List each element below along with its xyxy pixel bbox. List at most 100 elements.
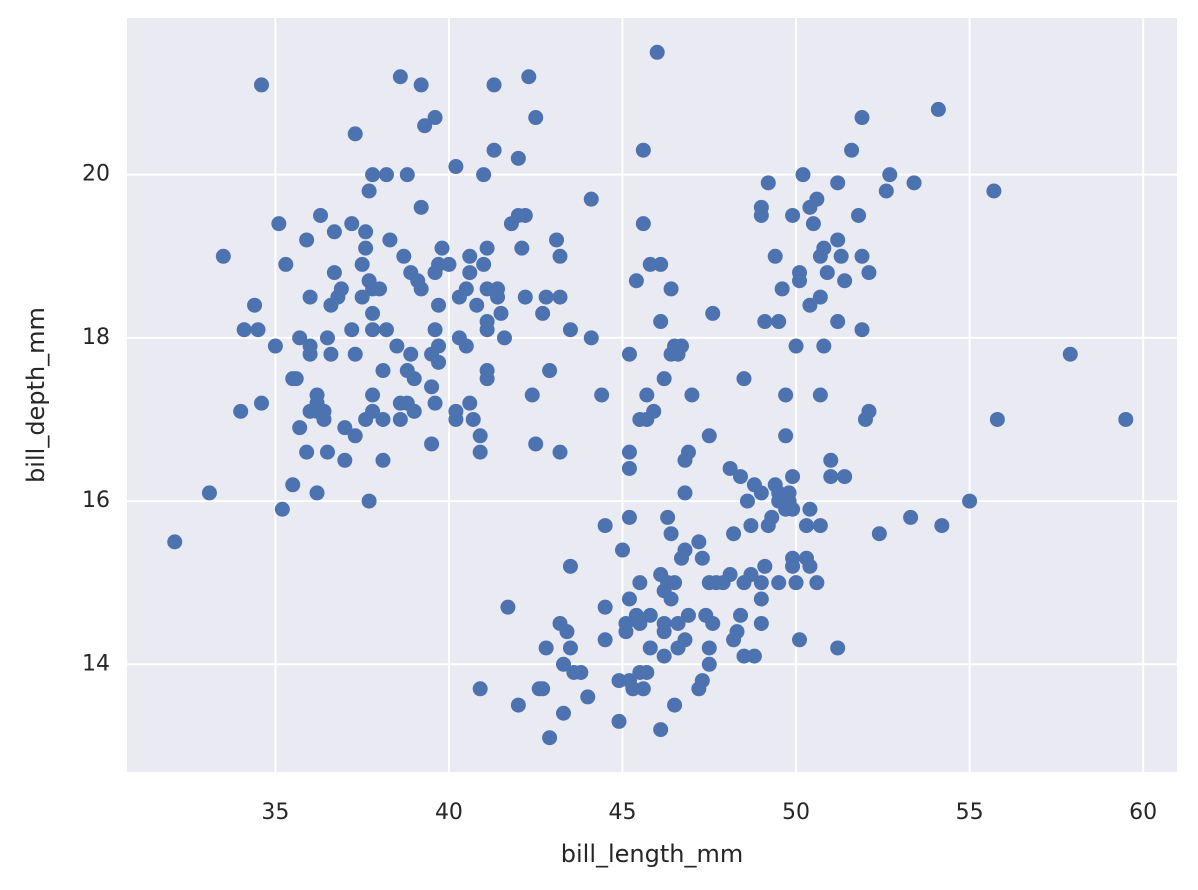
point: [396, 248, 412, 264]
point: [524, 387, 540, 403]
point: [729, 624, 745, 640]
point: [462, 248, 478, 264]
point: [642, 256, 658, 272]
point: [562, 558, 578, 574]
point: [424, 379, 440, 395]
point: [472, 444, 488, 460]
point: [611, 713, 627, 729]
point: [431, 256, 447, 272]
point: [792, 273, 808, 289]
point: [254, 395, 270, 411]
y-tick-label: 18: [82, 325, 110, 350]
point: [344, 322, 360, 338]
point: [642, 640, 658, 656]
point: [479, 371, 495, 387]
point: [663, 591, 679, 607]
point: [798, 518, 814, 534]
point: [236, 322, 252, 338]
point: [625, 681, 641, 697]
point: [319, 330, 335, 346]
point: [479, 240, 495, 256]
point: [538, 289, 554, 305]
point: [882, 167, 898, 183]
point: [392, 69, 408, 85]
point: [646, 403, 662, 419]
point: [427, 110, 443, 126]
point: [934, 518, 950, 534]
point: [785, 207, 801, 223]
point: [431, 297, 447, 313]
point: [788, 575, 804, 591]
point: [653, 256, 669, 272]
point: [486, 77, 502, 93]
point: [215, 248, 231, 264]
point: [361, 183, 377, 199]
point: [635, 142, 651, 158]
point: [597, 518, 613, 534]
point: [549, 232, 565, 248]
point: [479, 281, 495, 297]
point: [854, 322, 870, 338]
point: [354, 256, 370, 272]
point: [830, 175, 846, 191]
y-tick-label: 20: [82, 162, 110, 187]
point: [753, 591, 769, 607]
point: [962, 493, 978, 509]
point: [812, 387, 828, 403]
point: [632, 615, 648, 631]
point: [667, 697, 683, 713]
point: [441, 256, 457, 272]
point: [785, 501, 801, 517]
point: [823, 452, 839, 468]
point: [309, 485, 325, 501]
point: [313, 207, 329, 223]
point: [760, 175, 776, 191]
point: [552, 444, 568, 460]
point: [274, 501, 290, 517]
point: [326, 224, 342, 240]
point: [337, 420, 353, 436]
point: [542, 730, 558, 746]
point: [778, 387, 794, 403]
point: [663, 526, 679, 542]
point: [392, 411, 408, 427]
point: [736, 371, 752, 387]
x-tick-label: 45: [608, 800, 636, 825]
point: [583, 330, 599, 346]
point: [462, 395, 478, 411]
point: [417, 118, 433, 134]
point: [684, 387, 700, 403]
point: [514, 240, 530, 256]
point: [736, 648, 752, 664]
point: [722, 460, 738, 476]
point: [788, 338, 804, 354]
point: [812, 518, 828, 534]
point: [496, 330, 512, 346]
point: [743, 567, 759, 583]
point: [660, 509, 676, 525]
point: [792, 632, 808, 648]
point: [680, 607, 696, 623]
point: [271, 216, 287, 232]
point: [746, 648, 762, 664]
point: [462, 265, 478, 281]
point: [361, 493, 377, 509]
point: [594, 387, 610, 403]
point: [670, 615, 686, 631]
point: [757, 314, 773, 330]
point: [510, 150, 526, 166]
point: [753, 207, 769, 223]
point: [854, 248, 870, 264]
point: [802, 558, 818, 574]
point: [621, 591, 637, 607]
point: [771, 314, 787, 330]
point: [413, 199, 429, 215]
point: [292, 420, 308, 436]
point: [167, 534, 183, 550]
point: [767, 248, 783, 264]
point: [476, 256, 492, 272]
y-axis-label: bill_depth_mm: [22, 307, 50, 483]
point: [733, 607, 749, 623]
point: [726, 526, 742, 542]
point: [365, 167, 381, 183]
